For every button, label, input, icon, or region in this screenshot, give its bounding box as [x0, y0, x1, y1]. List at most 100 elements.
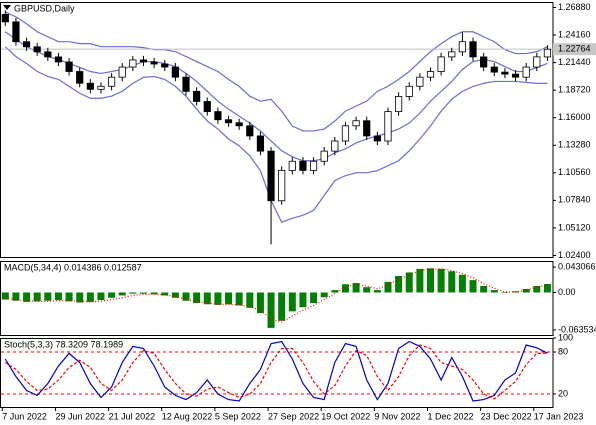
histogram-bar: [405, 272, 413, 293]
candle-body: [416, 76, 424, 87]
candle-body: [533, 56, 541, 68]
x-tick-label: 19 Oct 2022: [321, 411, 370, 421]
candle-body: [480, 56, 488, 68]
histogram-bar: [490, 290, 498, 293]
histogram-bar: [139, 292, 147, 294]
pane-title: GBPUSD,Daily: [14, 3, 75, 13]
candle-body: [469, 41, 477, 58]
candle-body: [448, 51, 456, 58]
histogram-bar: [363, 287, 371, 293]
candle-body: [256, 135, 265, 152]
candle-body: [118, 66, 126, 78]
histogram-bar: [256, 292, 264, 314]
candle-body: [33, 46, 41, 53]
candle-body: [182, 76, 190, 92]
pane-title: Stoch(5,3,3) 78.3209 78.1989: [4, 339, 123, 349]
candle-body: [426, 71, 435, 78]
histogram-bar: [427, 268, 434, 293]
candle-body: [405, 85, 413, 97]
candle-body: [309, 160, 318, 171]
y-tick-label: 1.21440: [558, 57, 591, 67]
histogram-bar: [225, 292, 233, 305]
candle-body: [490, 66, 498, 73]
histogram-bar: [33, 292, 41, 302]
candle-body: [363, 120, 371, 137]
histogram-bar: [182, 292, 190, 301]
histogram-bar: [437, 268, 445, 293]
candle-body: [139, 59, 148, 63]
candle-body: [214, 111, 222, 121]
histogram-bar: [12, 292, 20, 301]
y-tick-label: 1.05120: [558, 222, 591, 232]
candle-body: [341, 125, 350, 142]
candle-body: [299, 160, 307, 171]
candle-body: [22, 41, 31, 48]
histogram-bar: [203, 292, 211, 305]
candle-body: [108, 76, 116, 87]
candle-body: [86, 82, 94, 90]
y-tick-label: 1.26880: [558, 2, 591, 12]
last-price-label: 1.22764: [558, 44, 591, 54]
histogram-bar: [171, 292, 179, 298]
histogram-bar: [458, 274, 466, 293]
y-tick-label: 100: [558, 332, 573, 342]
x-tick-label: 21 Jul 2022: [109, 411, 156, 421]
histogram-bar: [310, 292, 318, 304]
y-tick-label: 0.043066: [558, 261, 596, 271]
histogram-bar: [86, 292, 94, 302]
candle-body: [203, 101, 211, 113]
histogram-bar: [288, 292, 296, 312]
pane-frame: [0, 338, 554, 408]
histogram-bar: [161, 292, 169, 296]
histogram-bar: [278, 292, 286, 321]
candle-body: [458, 41, 466, 53]
last-price-box: [553, 43, 596, 56]
y-tick-label: 1.13280: [558, 140, 591, 150]
y-tick-label: 20: [558, 388, 568, 398]
histogram-bar: [533, 286, 541, 293]
histogram-bar: [320, 292, 328, 298]
histogram-bar: [384, 281, 392, 293]
candle-body: [12, 21, 20, 43]
histogram-bar: [1, 292, 9, 300]
histogram-bar: [150, 292, 158, 295]
pane-title: MACD(5,34,4) 0.014386 0.012587: [4, 262, 142, 272]
histogram-bar: [23, 292, 31, 302]
candle-body: [129, 59, 137, 68]
candle-body: [171, 66, 179, 78]
histogram-bar: [54, 292, 62, 301]
candle-body: [543, 48, 552, 58]
candle-body: [511, 73, 520, 78]
histogram-bar: [448, 271, 456, 293]
histogram-bar: [193, 292, 201, 304]
x-tick-label: 9 Nov 2022: [374, 411, 420, 421]
candle-body: [76, 71, 84, 84]
histogram-bar: [235, 292, 243, 306]
candle-body: [224, 119, 233, 124]
y-tick-label: 1.24160: [558, 29, 591, 39]
candle-body: [395, 96, 403, 113]
band-upper: [5, 11, 548, 132]
x-tick-label: 12 Aug 2022: [162, 411, 213, 421]
y-tick-label: 1.16000: [558, 112, 591, 122]
histogram-bar: [373, 290, 381, 293]
histogram-bar: [97, 292, 105, 301]
candle-body: [437, 56, 445, 72]
candle-body: [278, 169, 286, 202]
candle-body: [522, 66, 530, 78]
band-middle: [4, 31, 548, 162]
candle-body: [65, 61, 73, 72]
histogram-bar: [267, 292, 275, 328]
candle-body: [501, 71, 509, 75]
y-tick-label: 1.10560: [558, 167, 591, 177]
histogram-bar: [76, 292, 84, 303]
candle-body: [373, 135, 381, 142]
histogram-bar: [299, 292, 307, 308]
candle-body: [352, 120, 360, 127]
pane-frame: [0, 2, 554, 258]
y-tick-label: 80: [558, 346, 568, 356]
candle-body: [320, 150, 328, 162]
histogram-bar: [501, 292, 509, 294]
histogram-bar: [480, 286, 488, 293]
